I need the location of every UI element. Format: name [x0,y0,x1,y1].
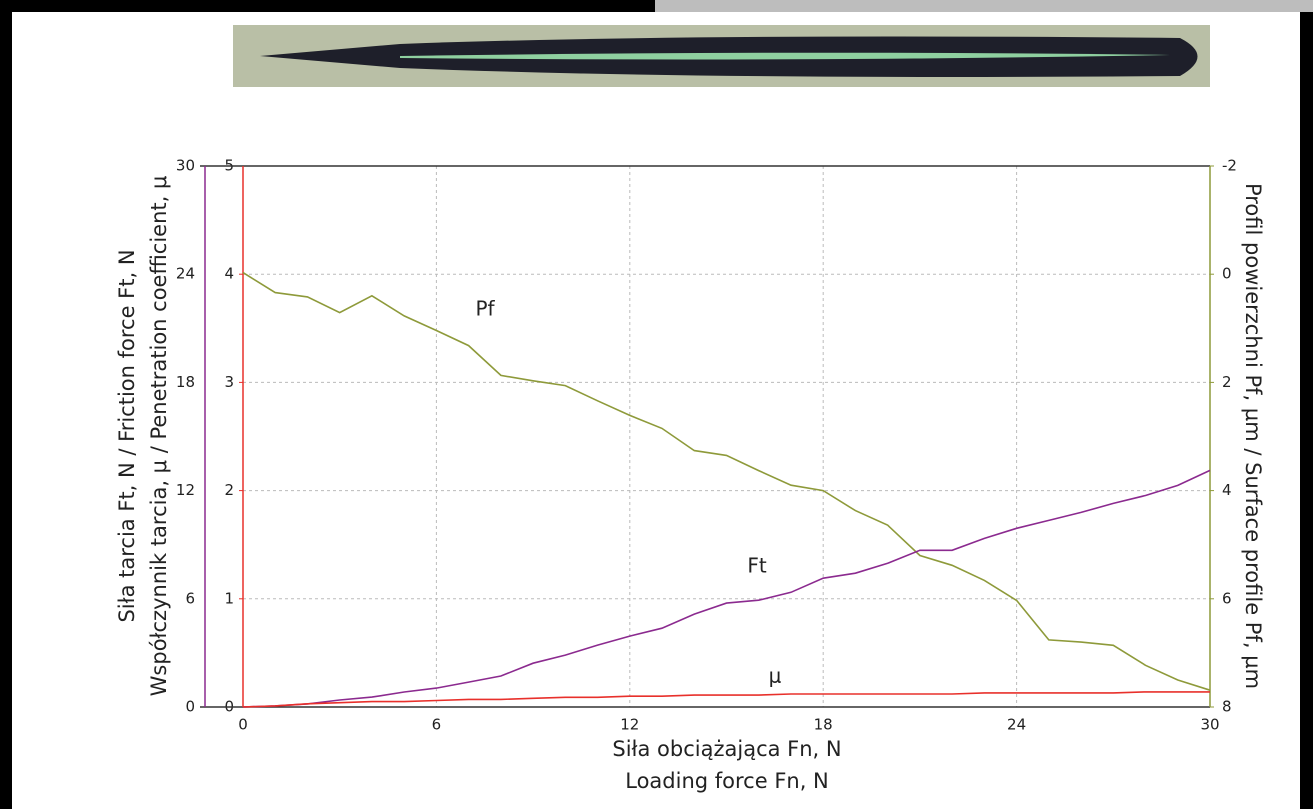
micrograph [233,25,1210,87]
x-tick-label: 6 [432,716,442,734]
frame-top-right [655,0,1313,12]
y3-tick-label: 4 [224,265,234,283]
x-tick-label: 30 [1200,716,1219,734]
series-label: Pf [475,297,495,321]
series-label: μ [769,664,782,688]
x-tick-label: 18 [814,716,833,734]
y2-tick-label: 0 [1222,265,1232,283]
y-tick-label: 18 [176,373,195,391]
y3-tick-label: 2 [224,481,234,499]
x-tick-label: 0 [238,716,248,734]
y2-tick-label: 4 [1222,481,1232,499]
y-tick-label: 24 [176,265,195,283]
series-line [242,271,1211,691]
y2-axis-title: Profil powierzchni Pf, µm / Surface prof… [1241,183,1265,689]
y2-tick-label: 6 [1222,589,1232,607]
y-tick-label: 6 [185,589,195,607]
panel [12,12,1300,809]
y-axis-title: Siła tarcia Ft, N / Friction force Ft, N [115,249,139,622]
y3-tick-label: 1 [224,589,234,607]
y3-tick-label: 3 [224,373,234,391]
y2-tick-label: 8 [1222,698,1232,716]
y-tick-label: 30 [176,157,195,175]
y3-axis-title: Współczynnik tarcia, μ / Penetration coe… [147,176,171,697]
y-tick-label: 0 [185,698,195,716]
x-axis-title: Loading force Fn, N [625,769,829,793]
x-tick-label: 24 [1007,716,1026,734]
x-axis-title: Siła obciążająca Fn, N [612,737,841,761]
series-line [242,469,1211,708]
series-label: Ft [747,554,767,578]
y2-tick-label: 2 [1222,373,1232,391]
x-tick-label: 12 [620,716,639,734]
y-tick-label: 12 [176,481,195,499]
y2-tick-label: -2 [1222,157,1237,175]
series-line [242,691,1210,708]
